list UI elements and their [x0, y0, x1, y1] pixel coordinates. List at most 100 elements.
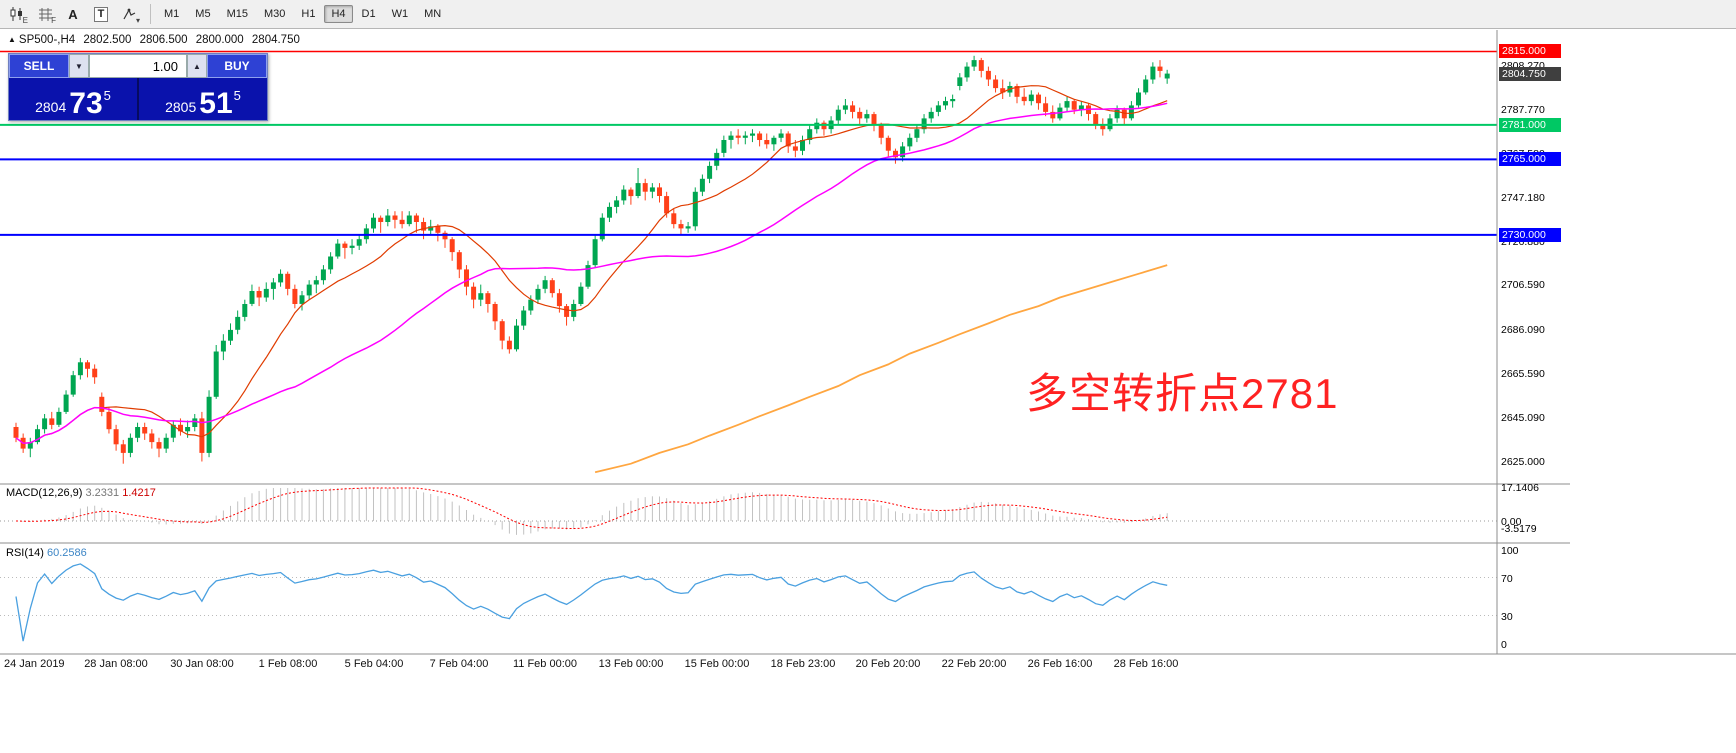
volume-input[interactable] — [89, 54, 187, 78]
candle — [328, 252, 334, 274]
timeframe-button-m30[interactable]: M30 — [263, 8, 286, 20]
candle — [1164, 69, 1170, 84]
grid-button[interactable]: F — [32, 2, 58, 26]
candle — [292, 284, 298, 309]
candle — [285, 271, 291, 296]
timeframe-button-m1[interactable]: M1 — [164, 8, 180, 20]
ma-mid-line — [15, 102, 1168, 444]
candle — [478, 284, 484, 307]
candle — [263, 282, 269, 302]
sell-button[interactable]: SELL — [9, 54, 69, 78]
candle — [1043, 96, 1049, 117]
macd-histogram — [22, 488, 1168, 535]
timeframe-button-h4[interactable]: H4 — [324, 5, 353, 23]
volume-increase-button[interactable]: ▲ — [187, 54, 207, 78]
dropdown-arrow-icon: ▾ — [135, 16, 140, 25]
timeframe-button-m5[interactable]: M5 — [195, 8, 211, 20]
candle — [707, 161, 713, 184]
text-label-button[interactable]: A — [60, 2, 86, 26]
candle — [492, 301, 498, 330]
sell-price-pips: 73 — [69, 86, 103, 120]
candle — [1028, 90, 1034, 106]
candle — [728, 131, 734, 149]
sell-price-big-figure: 2804 — [35, 99, 67, 115]
candle — [335, 239, 341, 259]
chart-annotation-text[interactable]: 多空转折点2781 — [1026, 370, 1339, 417]
candle — [757, 131, 763, 147]
candle — [750, 129, 755, 143]
candle — [785, 131, 791, 153]
candle — [878, 122, 884, 145]
timeframe-button-h1[interactable]: H1 — [301, 8, 316, 20]
buy-button[interactable]: BUY — [207, 54, 267, 78]
candle — [1036, 92, 1041, 110]
candle — [592, 234, 598, 268]
candle — [521, 306, 527, 330]
candle — [835, 105, 841, 125]
candle — [671, 209, 677, 229]
candle — [621, 185, 627, 205]
candle — [1107, 114, 1113, 132]
candle — [943, 96, 948, 110]
candle — [1093, 111, 1099, 130]
candle — [928, 107, 934, 123]
symbol-title: SP500-,H4 — [18, 34, 76, 46]
price-divider — [137, 78, 139, 120]
candle — [549, 278, 555, 298]
candle — [220, 334, 226, 361]
sell-price-display[interactable]: 2804 73 5 — [9, 78, 137, 120]
candle — [378, 215, 384, 233]
candle — [692, 187, 698, 231]
candle — [964, 62, 970, 82]
candle — [535, 284, 541, 304]
candle — [313, 275, 319, 294]
candle — [628, 187, 634, 205]
crosshair-icon — [122, 8, 135, 19]
candle — [800, 135, 805, 156]
candle — [142, 422, 148, 440]
candle — [1000, 79, 1006, 99]
candle — [135, 422, 141, 443]
text-box-button[interactable]: T — [88, 2, 114, 26]
candle — [771, 135, 777, 151]
tool-badge: E — [22, 16, 28, 25]
candle — [657, 183, 662, 203]
buy-price-display[interactable]: 2805 51 5 — [139, 78, 267, 120]
timeframe-button-w1[interactable]: W1 — [391, 8, 409, 20]
candle — [542, 275, 548, 294]
candle — [935, 101, 941, 117]
candle — [406, 211, 412, 227]
chart-ohlc-header: ▲ SP500-,H4 2802.500 2806.500 2800.000 28… — [8, 34, 305, 46]
candle — [900, 142, 906, 162]
candle — [564, 304, 570, 326]
candle — [256, 286, 262, 307]
candle — [1157, 60, 1163, 78]
timeframe-button-m15[interactable]: M15 — [226, 8, 248, 20]
chart-type-button[interactable]: E — [4, 2, 30, 26]
candle — [585, 260, 591, 289]
timeframe-button-d1[interactable]: D1 — [361, 8, 376, 20]
candle — [449, 237, 455, 261]
candle — [871, 111, 877, 132]
macd-signal-value: 1.4217 — [122, 487, 156, 499]
candle — [156, 437, 162, 458]
candle — [985, 66, 991, 86]
candle — [49, 411, 55, 430]
candle — [1128, 101, 1134, 121]
volume-decrease-button[interactable]: ▼ — [69, 54, 89, 78]
candle — [814, 118, 820, 134]
candle — [807, 124, 813, 145]
candle — [385, 209, 391, 227]
candle — [127, 433, 133, 458]
ohlc-high: 2806.500 — [139, 34, 188, 46]
candle — [821, 120, 827, 136]
timeframe-button-mn[interactable]: MN — [424, 8, 442, 20]
candle — [13, 422, 19, 443]
candle — [163, 433, 169, 453]
candle — [742, 131, 748, 145]
candle — [1078, 101, 1084, 117]
crosshair-button[interactable]: ▾ — [116, 2, 142, 26]
ma-fast-line — [15, 85, 1168, 444]
